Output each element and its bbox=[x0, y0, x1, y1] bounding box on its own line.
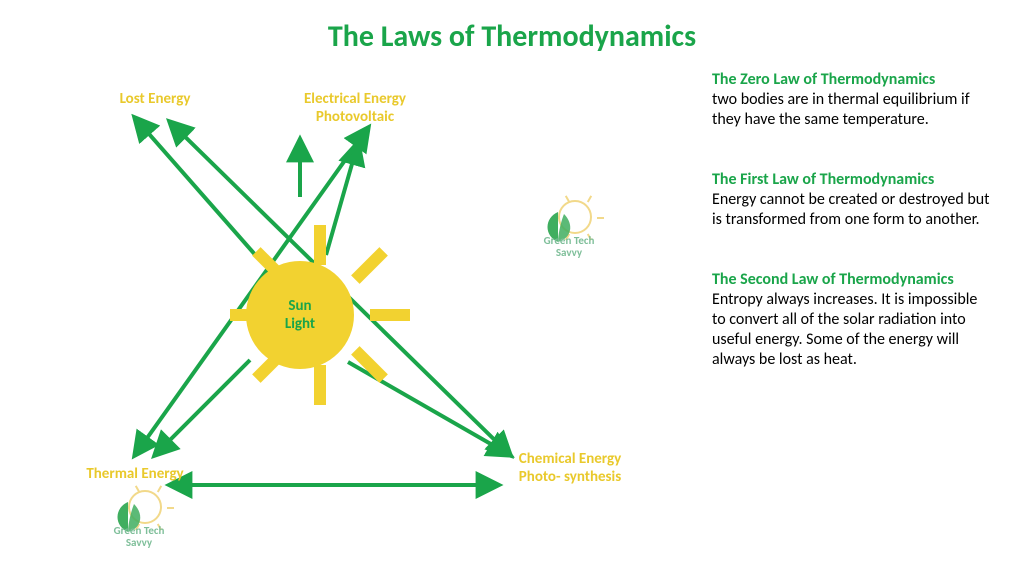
node-electrical-energy: Electrical EnergyPhotovoltaic bbox=[255, 90, 455, 126]
sun-ray-icon bbox=[230, 309, 270, 321]
greentech-logo-icon: Green TechSavvy bbox=[530, 200, 610, 260]
law-second-body: Entropy always increases. It is impossib… bbox=[712, 290, 992, 370]
laws-sidebar: The Zero Law of Thermodynamics two bodie… bbox=[712, 70, 992, 400]
node-lost-energy: Lost Energy bbox=[85, 90, 225, 108]
node-thermal-energy: Thermal Energy bbox=[60, 465, 210, 483]
node-chemical-energy: Chemical EnergyPhoto- synthesis bbox=[480, 450, 660, 486]
sun-ray-icon bbox=[314, 225, 326, 265]
greentech-logo-icon: Green TechSavvy bbox=[100, 490, 180, 550]
sun-ray-icon bbox=[314, 365, 326, 405]
logo-text-2: Savvy bbox=[524, 246, 614, 259]
law-zero-title: The Zero Law of Thermodynamics bbox=[712, 70, 992, 90]
law-second-title: The Second Law of Thermodynamics bbox=[712, 270, 992, 290]
law-first: The First Law of Thermodynamics Energy c… bbox=[712, 170, 992, 230]
law-first-title: The First Law of Thermodynamics bbox=[712, 170, 992, 190]
law-first-body: Energy cannot be created or destroyed bu… bbox=[712, 190, 992, 230]
law-second: The Second Law of Thermodynamics Entropy… bbox=[712, 270, 992, 370]
sun-label: SunLight bbox=[285, 297, 315, 333]
thermodynamics-diagram: SunLight Lost Energy Electrical EnergyPh… bbox=[20, 60, 660, 560]
law-zero: The Zero Law of Thermodynamics two bodie… bbox=[712, 70, 992, 130]
law-zero-body: two bodies are in thermal equilibrium if… bbox=[712, 90, 992, 130]
page-title: The Laws of Thermodynamics bbox=[0, 18, 1024, 55]
sun-ray-icon bbox=[370, 309, 410, 321]
logo-text-2: Savvy bbox=[94, 536, 184, 549]
arrow-icon bbox=[326, 143, 358, 255]
